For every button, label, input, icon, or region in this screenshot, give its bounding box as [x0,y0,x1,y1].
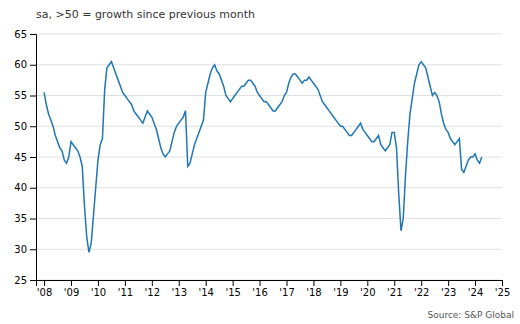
x-tick-mark [313,280,314,286]
grid-line [36,126,502,127]
x-tick-label: '16 [252,287,267,298]
x-tick-mark [502,280,503,286]
x-tick: '11 [118,280,133,298]
x-tick: '12 [145,280,160,298]
y-tick-mark [30,126,36,127]
x-tick-mark [206,280,207,286]
x-tick-label: '11 [118,287,133,298]
x-tick-label: '18 [306,287,321,298]
y-tick: 60 [14,59,36,70]
y-tick-label: 40 [14,182,27,193]
x-tick: '15 [225,280,240,298]
plot-area [44,62,482,253]
grid-line [36,187,502,188]
x-tick-label: '19 [333,287,348,298]
y-axis-line [30,35,37,281]
x-tick: '20 [360,280,375,298]
x-tick: '10 [91,280,106,298]
y-tick-label: 25 [14,275,27,286]
x-axis-line [37,281,503,287]
x-tick: '21 [387,280,402,298]
data-line [44,62,482,253]
x-tick-label: '08 [37,287,52,298]
grid-line [36,218,502,219]
x-tick: '24 [468,280,483,298]
y-tick-mark [30,280,36,281]
x-tick: '09 [64,280,79,298]
y-tick-label: 35 [14,213,27,224]
y-tick-label: 55 [14,90,27,101]
y-tick: 65 [14,29,36,40]
y-tick: 45 [14,152,36,163]
grid-line [36,64,502,65]
y-tick-mark [30,188,36,189]
x-tick-label: '25 [495,287,510,298]
y-tick-mark [30,96,36,97]
x-tick: '16 [252,280,267,298]
y-tick: 55 [14,90,36,101]
x-tick-label: '15 [225,287,240,298]
x-tick: '19 [333,280,348,298]
y-tick: 40 [14,182,36,193]
y-tick-mark [30,65,36,66]
x-tick-label: '20 [360,287,375,298]
x-tick-mark [260,280,261,286]
x-tick-mark [394,280,395,286]
y-tick-mark [30,219,36,220]
y-tick: 30 [14,244,36,255]
grid [36,34,502,280]
x-tick-mark [340,280,341,286]
y-tick-mark [30,157,36,158]
x-tick-mark [367,280,368,286]
y-tick-label: 45 [14,152,27,163]
x-tick-mark [475,280,476,286]
x-tick-label: '24 [468,287,483,298]
grid-line [36,34,502,35]
x-tick-label: '22 [414,287,429,298]
x-tick-label: '17 [279,287,294,298]
x-tick-mark [44,280,45,286]
x-tick-mark [71,280,72,286]
x-tick: '17 [279,280,294,298]
x-tick: '23 [441,280,456,298]
grid-line [36,157,502,158]
x-tick-label: '12 [145,287,160,298]
x-tick-label: '13 [172,287,187,298]
y-tick: 50 [14,121,36,132]
x-tick-label: '14 [198,287,213,298]
x-tick-label: '23 [441,287,456,298]
x-tick-mark [233,280,234,286]
annotation: Source: S&P Global [427,310,514,320]
x-tick: '08 [37,280,52,298]
y-tick-label: 30 [14,244,27,255]
x-tick-label: '10 [91,287,106,298]
y-tick-mark [30,249,36,250]
x-tick-label: '21 [387,287,402,298]
x-tick-mark [98,280,99,286]
y-axis: 25 30 35 40 45 50 55 60 65 [14,29,36,286]
x-tick-mark [152,280,153,286]
y-tick-label: 50 [14,121,27,132]
y-tick-mark [30,34,36,35]
x-tick: '25 [495,280,510,298]
x-tick-mark [448,280,449,286]
y-tick: 25 [14,275,36,286]
x-tick-label: '09 [64,287,79,298]
x-tick-mark [179,280,180,286]
y-tick-label: 60 [14,59,27,70]
x-tick-mark [125,280,126,286]
x-tick: '13 [172,280,187,298]
x-axis: '08 '09 '10 '11 '12 '13 '14 '15 '16 '17 '18 '19 '20 '… [37,280,511,298]
x-tick: '14 [198,280,213,298]
y-tick: 35 [14,213,36,224]
y-tick-label: 65 [14,29,27,40]
x-tick-mark [287,280,288,286]
x-tick: '22 [414,280,429,298]
grid-line [36,249,502,250]
chart: '08 '09 '10 '11 '12 '13 '14 '15 '16 '17 '18 '19 '20 '… [0,0,520,324]
title: sa, >50 = growth since previous month [36,8,255,21]
x-tick-mark [421,280,422,286]
x-tick: '18 [306,280,321,298]
